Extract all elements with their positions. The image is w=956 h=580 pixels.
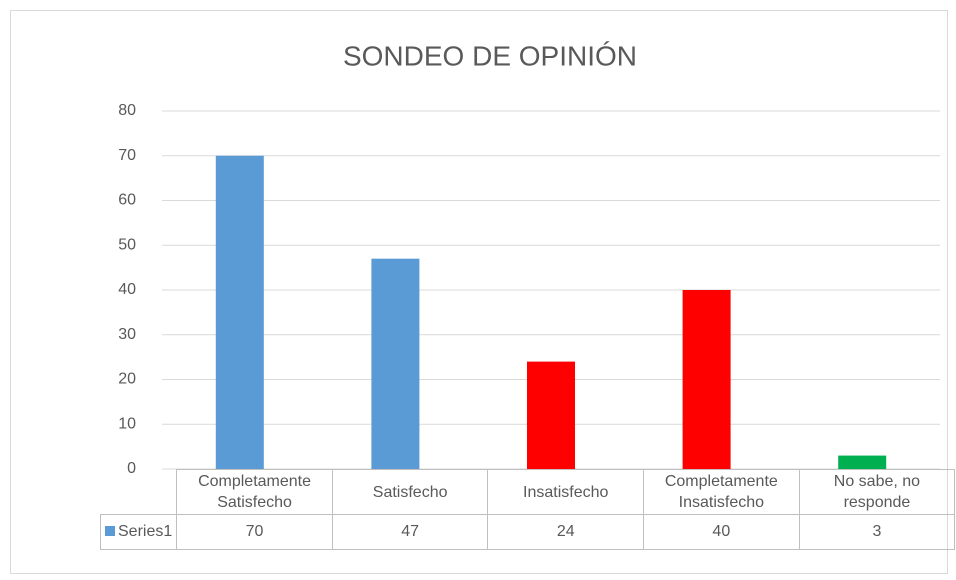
- x-tick-label: Insatisfecho: [523, 483, 609, 501]
- legend-label: Series1: [118, 523, 173, 540]
- value-cell: 47: [331, 514, 489, 550]
- y-tick-label: 80: [118, 102, 136, 119]
- bar: [682, 290, 731, 469]
- y-tick-label: 70: [118, 147, 136, 164]
- x-tick-label: No sabe, no responde: [833, 473, 921, 511]
- category-row: Completamente Satisfecho Satisfecho Insati…: [100, 469, 956, 515]
- chart-title: SONDEO DE OPINIÓN: [343, 40, 637, 71]
- y-tick-label: 60: [118, 192, 136, 209]
- bar: [215, 155, 264, 469]
- y-tick-label: 30: [118, 326, 136, 343]
- x-tick-label: Satisfecho: [372, 483, 448, 501]
- bar: [371, 258, 420, 469]
- x-tick-label: Completamente Satisfecho: [198, 473, 312, 511]
- y-tick-label: 20: [118, 371, 136, 388]
- corner-cell: [100, 469, 178, 515]
- bar: [838, 455, 887, 469]
- legend-key: [105, 526, 115, 536]
- y-tick-label: 0: [127, 460, 136, 477]
- x-tick-label: Completamente Insatisfecho: [664, 473, 778, 511]
- value-cell: 70: [176, 514, 333, 550]
- bar: [527, 361, 575, 469]
- legend-cell: Series1: [99, 514, 178, 550]
- data-table: Completamente Satisfecho Satisfecho Insati…: [99, 469, 956, 550]
- value-cell: 24: [487, 514, 645, 550]
- y-tick-label: 10: [118, 415, 136, 432]
- category-cell: No sabe, no responde: [798, 469, 956, 515]
- y-tick-label: 50: [118, 236, 136, 253]
- y-tick-label: 40: [118, 281, 136, 298]
- value-cell: 40: [643, 514, 800, 550]
- category-cell: Satisfecho: [331, 469, 489, 515]
- category-cell: Completamente Insatisfecho: [643, 469, 800, 515]
- series-row: Series1 70 47 24 40 3: [99, 514, 956, 550]
- value-cell: 3: [798, 514, 956, 550]
- chart-frame: [10, 10, 948, 574]
- category-cell: Completamente Satisfecho: [176, 469, 333, 515]
- category-cell: Insatisfecho: [487, 469, 645, 515]
